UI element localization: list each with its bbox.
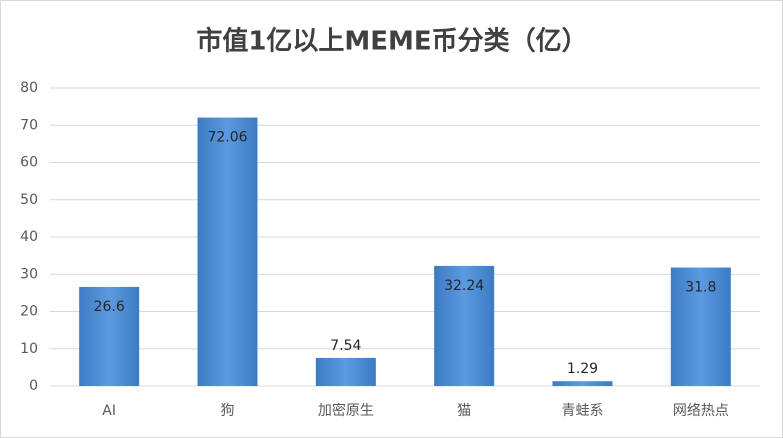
y-tick-label: 70 bbox=[20, 117, 38, 133]
x-tick-label: 加密原生 bbox=[318, 402, 374, 419]
data-label: 72.06 bbox=[207, 130, 247, 146]
y-tick-label: 20 bbox=[20, 304, 38, 320]
bar bbox=[315, 357, 376, 386]
x-tick-label: 网络热点 bbox=[673, 403, 729, 419]
x-tick-label: 狗 bbox=[221, 403, 235, 419]
y-tick-label: 50 bbox=[20, 192, 38, 208]
y-tick-label: 60 bbox=[20, 155, 38, 171]
y-tick-label: 80 bbox=[20, 80, 38, 96]
data-label: 1.29 bbox=[567, 361, 598, 377]
y-tick-label: 40 bbox=[20, 229, 38, 245]
bar bbox=[79, 286, 140, 386]
chart-title: 市值1亿以上MEME币分类（亿） bbox=[196, 26, 587, 57]
data-label: 26.6 bbox=[94, 299, 125, 315]
data-label: 7.54 bbox=[330, 338, 361, 354]
bar bbox=[552, 381, 613, 386]
data-label: 31.8 bbox=[685, 280, 716, 296]
bar bbox=[670, 267, 731, 386]
y-tick-label: 30 bbox=[20, 266, 38, 282]
x-tick-label: 猫 bbox=[457, 403, 471, 419]
y-tick-label: 10 bbox=[20, 341, 38, 357]
x-tick-label: 青蛙系 bbox=[562, 403, 604, 419]
data-label: 32.24 bbox=[444, 278, 484, 294]
bar bbox=[434, 265, 495, 386]
bar bbox=[197, 117, 258, 386]
y-tick-label: 0 bbox=[29, 378, 38, 394]
x-tick-label: AI bbox=[102, 403, 116, 419]
